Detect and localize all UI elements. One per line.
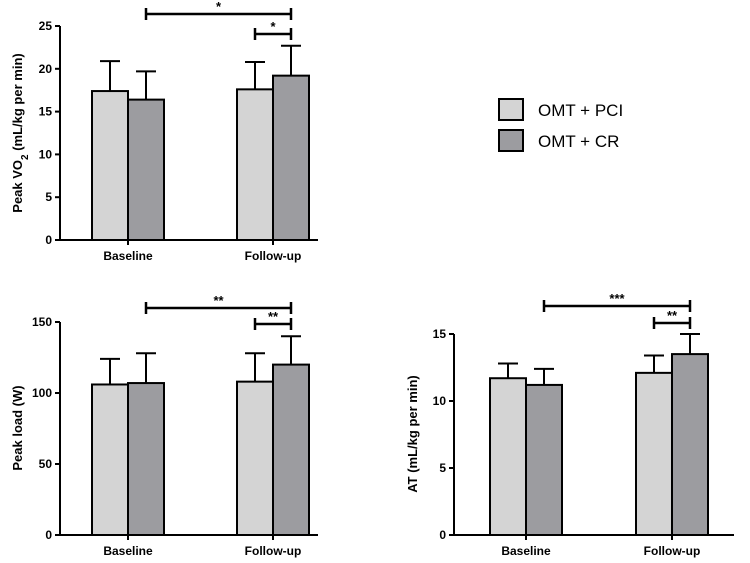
bar <box>525 383 563 537</box>
y-tick-label: 20 <box>39 62 53 76</box>
y-tick-label: 25 <box>39 19 53 33</box>
y-tick-label: 0 <box>439 528 446 542</box>
y-tick-label: 150 <box>32 315 52 329</box>
chart-peak-vo2: 0 5 10 15 20 25 Baseline Follow-up Peak VO2 (mL/… <box>10 0 318 263</box>
category-label: Follow-up <box>245 544 302 558</box>
legend-swatch <box>498 98 524 121</box>
bar <box>91 90 129 241</box>
legend: OMT + PCI OMT + CR <box>498 98 623 152</box>
significance-label: ** <box>213 293 224 308</box>
y-tick-label: 0 <box>45 233 52 247</box>
legend-label: OMT + PCI <box>538 101 623 120</box>
y-axis-label: AT (mL/kg per min) <box>405 375 420 492</box>
category-label: Follow-up <box>644 544 701 558</box>
chart-peak-load: 0 50 100 150 Baseline Follow-up Peak load (W) *… <box>10 293 318 558</box>
y-tick-label: 15 <box>39 105 53 119</box>
bar <box>272 74 310 242</box>
y-tick-label: 5 <box>45 190 52 204</box>
significance-label: ** <box>667 308 678 323</box>
y-tick-label: 50 <box>39 457 53 471</box>
bar <box>489 377 527 536</box>
bar <box>671 353 709 536</box>
category-label: Baseline <box>103 249 153 263</box>
category-label: Follow-up <box>245 249 302 263</box>
bar <box>635 371 673 536</box>
significance-label: * <box>270 19 276 34</box>
significance-label: ** <box>268 309 279 324</box>
y-axis-label: Peak VO2 (mL/kg per min) <box>10 53 31 212</box>
bar <box>272 363 310 536</box>
y-tick-label: 5 <box>439 461 446 475</box>
bar <box>236 380 274 537</box>
legend-label: OMT + CR <box>538 132 619 151</box>
bar <box>127 98 165 241</box>
y-tick-label: 10 <box>433 394 447 408</box>
y-axis-label: Peak load (W) <box>10 385 25 470</box>
legend-swatch <box>498 129 524 152</box>
bar <box>236 88 274 242</box>
category-label: Baseline <box>501 544 551 558</box>
y-tick-label: 100 <box>32 386 52 400</box>
chart-anaerobic-threshold: 0 5 10 15 Baseline Follow-up AT (mL/kg per min… <box>405 291 734 558</box>
significance-label: *** <box>609 291 625 306</box>
significance-label: * <box>216 0 222 14</box>
y-tick-label: 15 <box>433 327 447 341</box>
y-tick-label: 0 <box>45 528 52 542</box>
category-label: Baseline <box>103 544 153 558</box>
bar <box>127 382 165 536</box>
y-tick-label: 10 <box>39 147 53 161</box>
bar <box>91 383 129 537</box>
